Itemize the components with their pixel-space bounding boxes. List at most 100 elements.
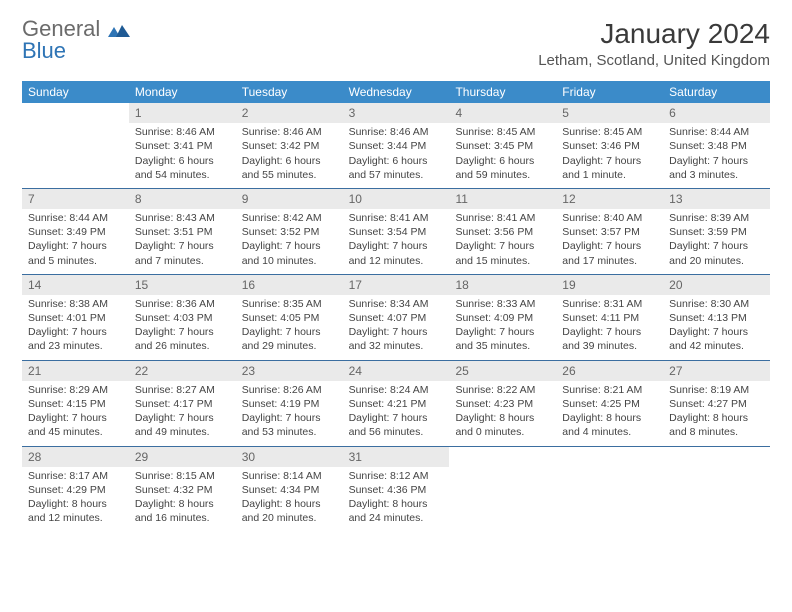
detail-line: and 4 minutes.	[562, 425, 657, 439]
day-cell: 19Sunrise: 8:31 AMSunset: 4:11 PMDayligh…	[556, 275, 663, 360]
detail-line: Sunset: 4:01 PM	[28, 311, 123, 325]
day-details: Sunrise: 8:29 AMSunset: 4:15 PMDaylight:…	[22, 381, 129, 446]
detail-line: and 17 minutes.	[562, 254, 657, 268]
day-cell	[556, 447, 663, 532]
day-cell: 1 Sunrise: 8:46 AMSunset: 3:41 PMDaylight…	[129, 103, 236, 188]
detail-line: Daylight: 7 hours	[669, 325, 764, 339]
detail-line: and 0 minutes.	[455, 425, 550, 439]
detail-line: and 29 minutes.	[242, 339, 337, 353]
day-number: 6	[663, 103, 770, 123]
detail-line: Sunrise: 8:44 AM	[28, 211, 123, 225]
detail-line: and 56 minutes.	[349, 425, 444, 439]
detail-line: Sunrise: 8:26 AM	[242, 383, 337, 397]
day-details: Sunrise: 8:45 AMSunset: 3:46 PMDaylight:…	[556, 123, 663, 188]
detail-line: Sunrise: 8:15 AM	[135, 469, 230, 483]
detail-line: Daylight: 8 hours	[28, 497, 123, 511]
day-number: 14	[22, 275, 129, 295]
day-number: 1	[129, 103, 236, 123]
detail-line: Daylight: 7 hours	[455, 325, 550, 339]
day-details: Sunrise: 8:44 AMSunset: 3:49 PMDaylight:…	[22, 209, 129, 274]
weekday-header-row: Sunday Monday Tuesday Wednesday Thursday…	[22, 81, 770, 103]
day-cell: 29Sunrise: 8:15 AMSunset: 4:32 PMDayligh…	[129, 447, 236, 532]
detail-line: Daylight: 7 hours	[242, 325, 337, 339]
detail-line: Daylight: 6 hours	[349, 154, 444, 168]
detail-line: Sunrise: 8:12 AM	[349, 469, 444, 483]
day-cell	[22, 103, 129, 188]
day-number: 25	[449, 361, 556, 381]
header-bar: General Blue January 2024 Letham, Scotla…	[22, 18, 770, 69]
detail-line: and 59 minutes.	[455, 168, 550, 182]
day-number: 19	[556, 275, 663, 295]
day-cell: 9Sunrise: 8:42 AMSunset: 3:52 PMDaylight…	[236, 189, 343, 274]
day-number: 11	[449, 189, 556, 209]
detail-line: Sunset: 4:32 PM	[135, 483, 230, 497]
detail-line: Sunset: 3:41 PM	[135, 139, 230, 153]
detail-line: Daylight: 7 hours	[28, 411, 123, 425]
detail-line: and 42 minutes.	[669, 339, 764, 353]
day-cell: 23Sunrise: 8:26 AMSunset: 4:19 PMDayligh…	[236, 361, 343, 446]
weekday-header: Friday	[556, 81, 663, 103]
day-number: 3	[343, 103, 450, 123]
day-details: Sunrise: 8:41 AMSunset: 3:56 PMDaylight:…	[449, 209, 556, 274]
detail-line: Sunrise: 8:34 AM	[349, 297, 444, 311]
week-row: 14Sunrise: 8:38 AMSunset: 4:01 PMDayligh…	[22, 275, 770, 361]
day-details	[556, 451, 663, 459]
day-details: Sunrise: 8:31 AMSunset: 4:11 PMDaylight:…	[556, 295, 663, 360]
detail-line: Sunrise: 8:41 AM	[455, 211, 550, 225]
day-number: 20	[663, 275, 770, 295]
detail-line: Sunrise: 8:45 AM	[562, 125, 657, 139]
day-number: 22	[129, 361, 236, 381]
detail-line: Sunrise: 8:42 AM	[242, 211, 337, 225]
detail-line: Sunset: 3:45 PM	[455, 139, 550, 153]
detail-line: Sunset: 4:03 PM	[135, 311, 230, 325]
day-details: Sunrise: 8:12 AMSunset: 4:36 PMDaylight:…	[343, 467, 450, 532]
day-details: Sunrise: 8:40 AMSunset: 3:57 PMDaylight:…	[556, 209, 663, 274]
detail-line: Sunset: 4:23 PM	[455, 397, 550, 411]
day-cell	[663, 447, 770, 532]
detail-line: Daylight: 7 hours	[28, 325, 123, 339]
detail-line: Daylight: 7 hours	[669, 154, 764, 168]
day-cell: 11Sunrise: 8:41 AMSunset: 3:56 PMDayligh…	[449, 189, 556, 274]
day-details	[663, 451, 770, 459]
detail-line: Daylight: 7 hours	[135, 239, 230, 253]
detail-line: Daylight: 6 hours	[135, 154, 230, 168]
detail-line: Sunrise: 8:31 AM	[562, 297, 657, 311]
detail-line: Daylight: 7 hours	[669, 239, 764, 253]
detail-line: and 57 minutes.	[349, 168, 444, 182]
detail-line: Sunrise: 8:46 AM	[135, 125, 230, 139]
day-number: 29	[129, 447, 236, 467]
weekday-header: Saturday	[663, 81, 770, 103]
day-details: Sunrise: 8:39 AMSunset: 3:59 PMDaylight:…	[663, 209, 770, 274]
weekday-header: Thursday	[449, 81, 556, 103]
day-number: 10	[343, 189, 450, 209]
detail-line: Sunrise: 8:29 AM	[28, 383, 123, 397]
detail-line: Sunrise: 8:22 AM	[455, 383, 550, 397]
detail-line: and 20 minutes.	[242, 511, 337, 525]
day-cell: 3Sunrise: 8:46 AMSunset: 3:44 PMDaylight…	[343, 103, 450, 188]
day-cell: 17Sunrise: 8:34 AMSunset: 4:07 PMDayligh…	[343, 275, 450, 360]
day-cell: 13Sunrise: 8:39 AMSunset: 3:59 PMDayligh…	[663, 189, 770, 274]
detail-line: Sunset: 4:09 PM	[455, 311, 550, 325]
detail-line: Daylight: 8 hours	[242, 497, 337, 511]
detail-line: and 55 minutes.	[242, 168, 337, 182]
detail-line: Sunrise: 8:45 AM	[455, 125, 550, 139]
day-number: 27	[663, 361, 770, 381]
weekday-header: Sunday	[22, 81, 129, 103]
day-number: 16	[236, 275, 343, 295]
month-title: January 2024	[538, 18, 770, 50]
detail-line: Sunset: 4:36 PM	[349, 483, 444, 497]
day-number: 4	[449, 103, 556, 123]
detail-line: and 10 minutes.	[242, 254, 337, 268]
detail-line: Sunset: 3:59 PM	[669, 225, 764, 239]
flag-icon	[108, 23, 130, 37]
detail-line: Sunrise: 8:14 AM	[242, 469, 337, 483]
detail-line: Sunrise: 8:19 AM	[669, 383, 764, 397]
detail-line: Sunset: 4:27 PM	[669, 397, 764, 411]
day-details: Sunrise: 8:33 AMSunset: 4:09 PMDaylight:…	[449, 295, 556, 360]
day-cell: 26Sunrise: 8:21 AMSunset: 4:25 PMDayligh…	[556, 361, 663, 446]
detail-line: Sunset: 4:11 PM	[562, 311, 657, 325]
day-cell: 25Sunrise: 8:22 AMSunset: 4:23 PMDayligh…	[449, 361, 556, 446]
detail-line: Sunset: 3:46 PM	[562, 139, 657, 153]
day-details: Sunrise: 8:30 AMSunset: 4:13 PMDaylight:…	[663, 295, 770, 360]
day-cell: 24Sunrise: 8:24 AMSunset: 4:21 PMDayligh…	[343, 361, 450, 446]
